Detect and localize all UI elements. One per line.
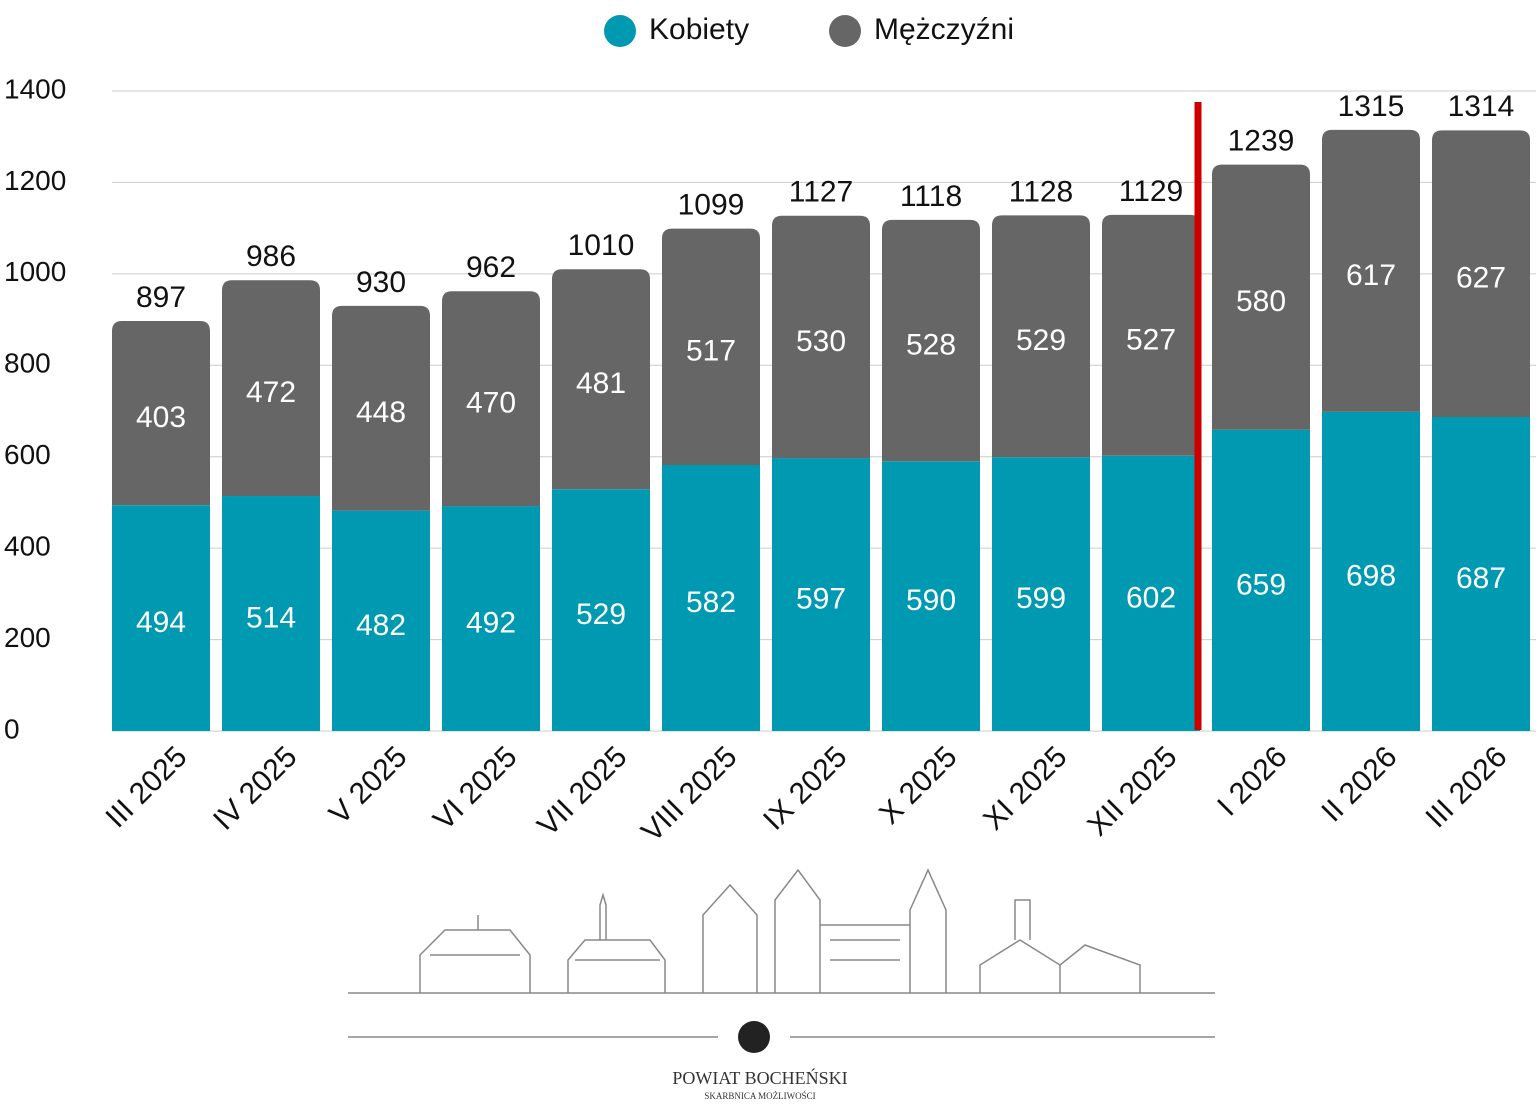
x-tick-label: XI 2025 (977, 740, 1073, 836)
value-label: 698 (1346, 559, 1396, 592)
y-tick-label: 400 (4, 531, 51, 562)
bar-segment (772, 458, 870, 731)
total-label: 1118 (900, 180, 962, 213)
value-label: 659 (1236, 568, 1286, 601)
footer-title: POWIAT BOCHEŃSKI (672, 1067, 847, 1088)
value-label: 514 (246, 601, 296, 634)
value-label: 472 (246, 376, 296, 409)
bar-segment (1212, 429, 1310, 731)
bar-segment (1102, 455, 1200, 731)
total-label: 1099 (678, 189, 745, 222)
y-tick-label: 1200 (4, 165, 66, 196)
total-label: 1127 (789, 176, 854, 209)
bar-segment (772, 215, 870, 459)
total-label: 1239 (1228, 125, 1295, 158)
bar-segment (1212, 164, 1310, 430)
logo (348, 868, 1215, 1053)
bar-segment (882, 219, 980, 462)
bars: 494 403 897 514 472 986 482 448 930 492 470 962 529 4… (112, 90, 1530, 731)
bar-segment (1102, 214, 1200, 456)
value-label: 527 (1126, 323, 1176, 356)
bar-segment (552, 489, 650, 731)
value-label: 687 (1456, 562, 1506, 595)
y-tick-label: 1400 (4, 73, 66, 104)
value-label: 602 (1126, 581, 1176, 614)
total-label: 986 (246, 240, 296, 273)
bar-segment (442, 291, 540, 507)
value-label: 582 (686, 586, 736, 619)
legend-marker (604, 15, 636, 47)
total-label: 1010 (568, 229, 635, 262)
x-tick-label: VII 2025 (531, 740, 633, 842)
y-tick-label: 0 (4, 713, 20, 744)
bar-segment (552, 269, 650, 490)
x-tick-label: I 2026 (1211, 740, 1293, 822)
bar-segment (332, 305, 430, 511)
value-label: 617 (1346, 259, 1396, 292)
value-label: 470 (466, 387, 516, 420)
value-label: 599 (1016, 582, 1066, 615)
bar-segment (332, 510, 430, 731)
bar-segment (1432, 130, 1530, 417)
total-label: 1128 (1009, 175, 1074, 208)
bar-segment (222, 280, 320, 497)
value-label: 492 (466, 606, 516, 639)
x-tick-label: VI 2025 (427, 740, 523, 836)
legend-label: Mężczyźni (874, 13, 1014, 46)
y-tick-label: 600 (4, 439, 51, 470)
value-label: 597 (796, 582, 846, 615)
value-label: 482 (356, 609, 406, 642)
value-label: 528 (906, 329, 956, 362)
bar-segment (1322, 411, 1420, 731)
bar-segment (1432, 416, 1530, 731)
bar-segment (442, 506, 540, 731)
value-label: 580 (1236, 285, 1286, 318)
total-label: 962 (466, 251, 516, 284)
bar-segment (662, 464, 760, 731)
value-label: 530 (796, 325, 846, 358)
bar-segment (882, 461, 980, 731)
x-tick-label: IV 2025 (207, 740, 303, 836)
value-label: 529 (1016, 324, 1066, 357)
y-tick-label: 1000 (4, 256, 66, 287)
x-tick-label: V 2025 (323, 740, 414, 831)
footer-subtitle: SKARBNICA MOŻLIWOŚCI (704, 1091, 815, 1100)
total-label: 930 (356, 266, 406, 299)
x-tick-label: III 2026 (1419, 740, 1513, 834)
value-label: 481 (576, 367, 626, 400)
y-tick-label: 200 (4, 622, 51, 653)
bar-segment (112, 505, 210, 731)
bar-segment (662, 228, 760, 465)
total-label: 1315 (1338, 90, 1405, 123)
x-tick-label: VIII 2025 (635, 740, 743, 848)
value-label: 517 (686, 335, 736, 368)
x-tick-label: IX 2025 (757, 740, 853, 836)
total-label: 1314 (1448, 90, 1515, 123)
value-label: 448 (356, 396, 406, 429)
value-label: 529 (576, 598, 626, 631)
x-tick-label: XII 2025 (1081, 740, 1183, 842)
x-tick-label: X 2025 (873, 740, 964, 831)
legend-marker (829, 15, 861, 47)
bar-segment (992, 215, 1090, 458)
total-label: 897 (136, 281, 186, 314)
value-label: 590 (906, 584, 956, 617)
bar-segment (1322, 129, 1420, 412)
total-label: 1129 (1119, 175, 1184, 208)
value-label: 403 (136, 401, 186, 434)
value-label: 627 (1456, 262, 1506, 295)
bar-segment (222, 496, 320, 731)
value-label: 494 (136, 606, 186, 639)
x-tick-label: III 2025 (99, 740, 193, 834)
bar-segment (112, 320, 210, 506)
bar-segment (992, 457, 1090, 731)
y-tick-label: 800 (4, 348, 51, 379)
x-tick-label: II 2026 (1315, 740, 1403, 828)
legend-label: Kobiety (649, 13, 749, 46)
